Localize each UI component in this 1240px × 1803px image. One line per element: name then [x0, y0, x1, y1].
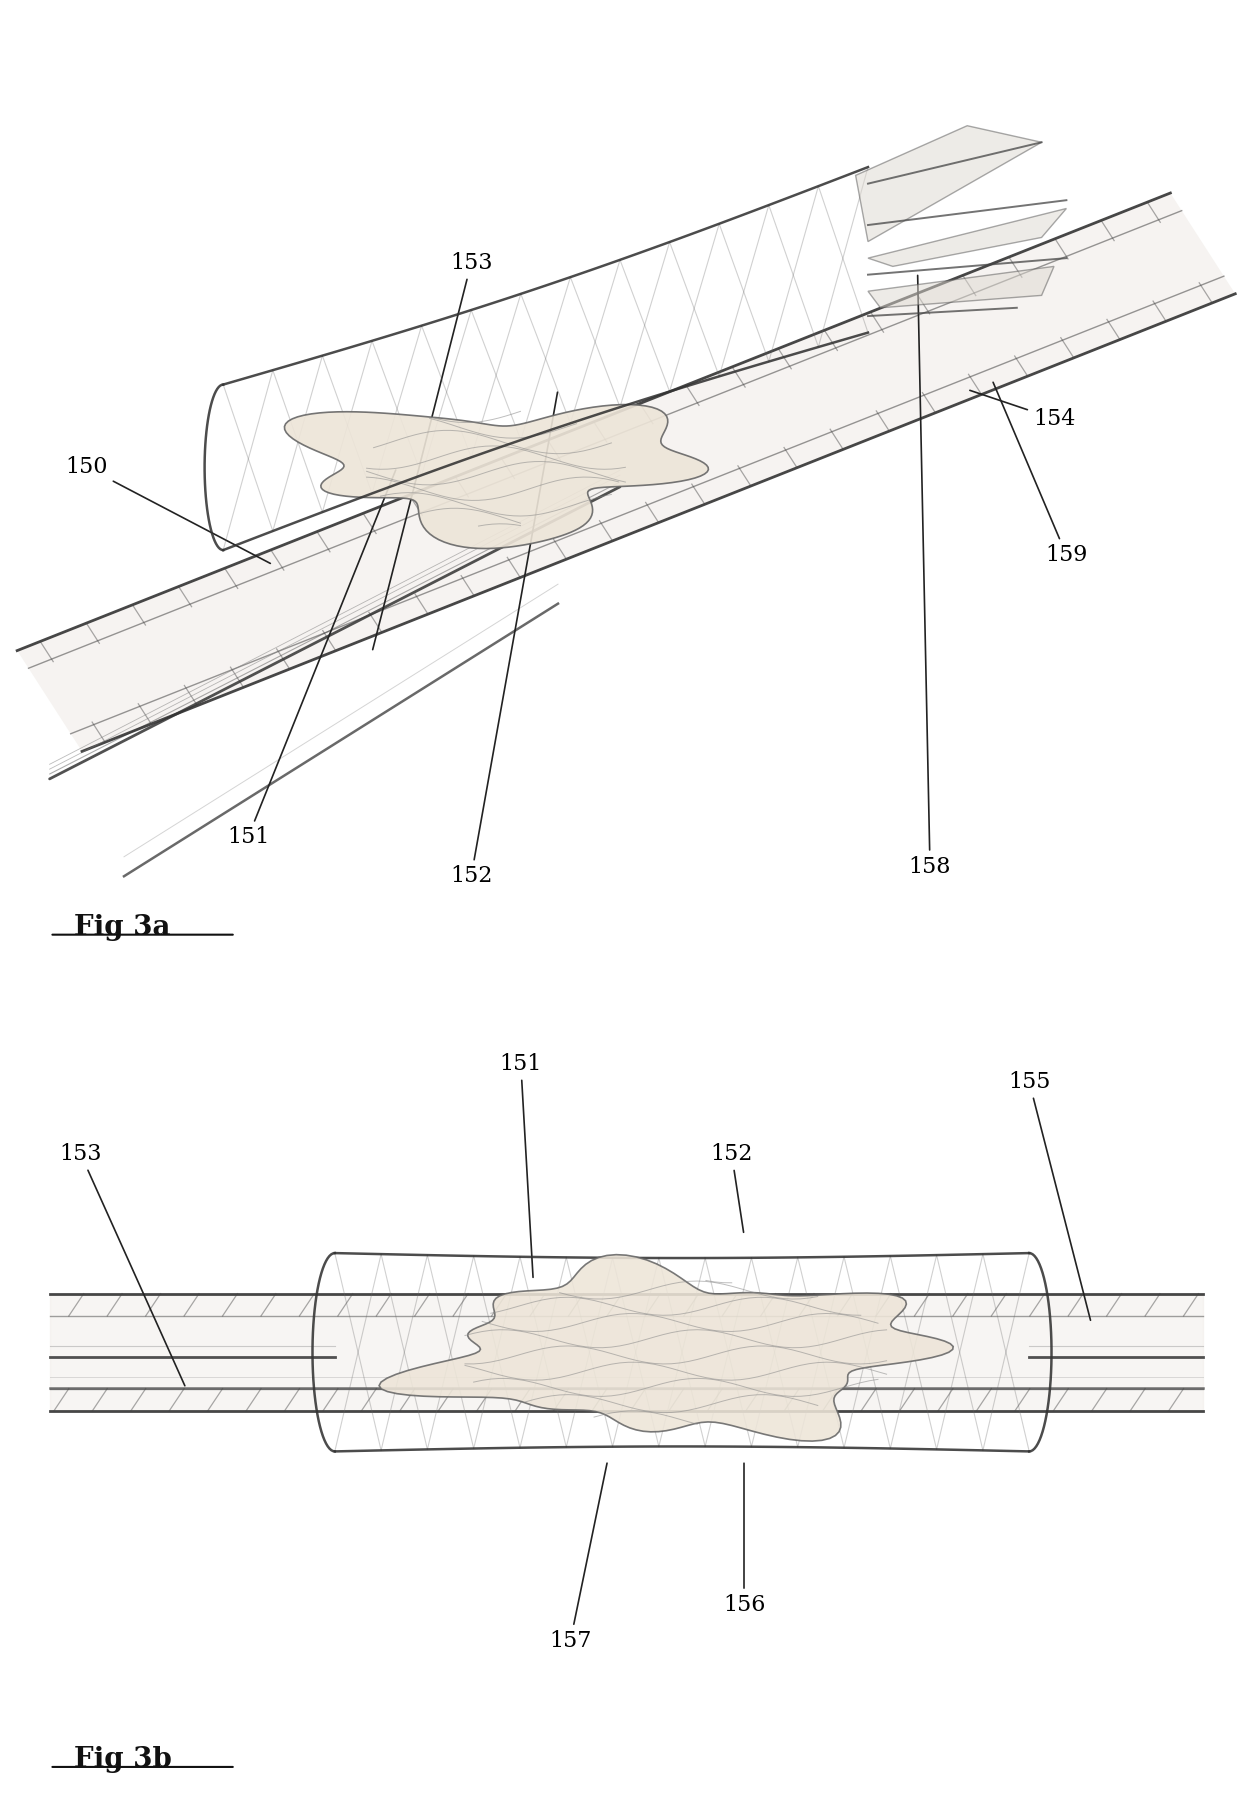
Polygon shape — [868, 209, 1066, 267]
Text: Fig 3b: Fig 3b — [74, 1745, 172, 1772]
Text: 153: 153 — [373, 252, 492, 649]
Text: 156: 156 — [723, 1464, 765, 1615]
Text: 155: 155 — [1008, 1071, 1090, 1320]
Text: 150: 150 — [66, 456, 270, 563]
Text: 151: 151 — [500, 1053, 542, 1277]
Text: 157: 157 — [549, 1464, 608, 1652]
Polygon shape — [856, 126, 1042, 242]
Text: 158: 158 — [909, 276, 951, 878]
Polygon shape — [17, 193, 1235, 752]
Polygon shape — [379, 1255, 954, 1441]
Text: 154: 154 — [970, 389, 1075, 429]
Polygon shape — [284, 404, 708, 548]
Text: 152: 152 — [450, 393, 558, 887]
Text: 159: 159 — [993, 382, 1087, 566]
Text: 153: 153 — [60, 1143, 185, 1387]
Text: 151: 151 — [227, 471, 396, 849]
Text: 152: 152 — [711, 1143, 753, 1231]
Polygon shape — [868, 267, 1054, 308]
Text: Fig 3a: Fig 3a — [74, 914, 171, 941]
